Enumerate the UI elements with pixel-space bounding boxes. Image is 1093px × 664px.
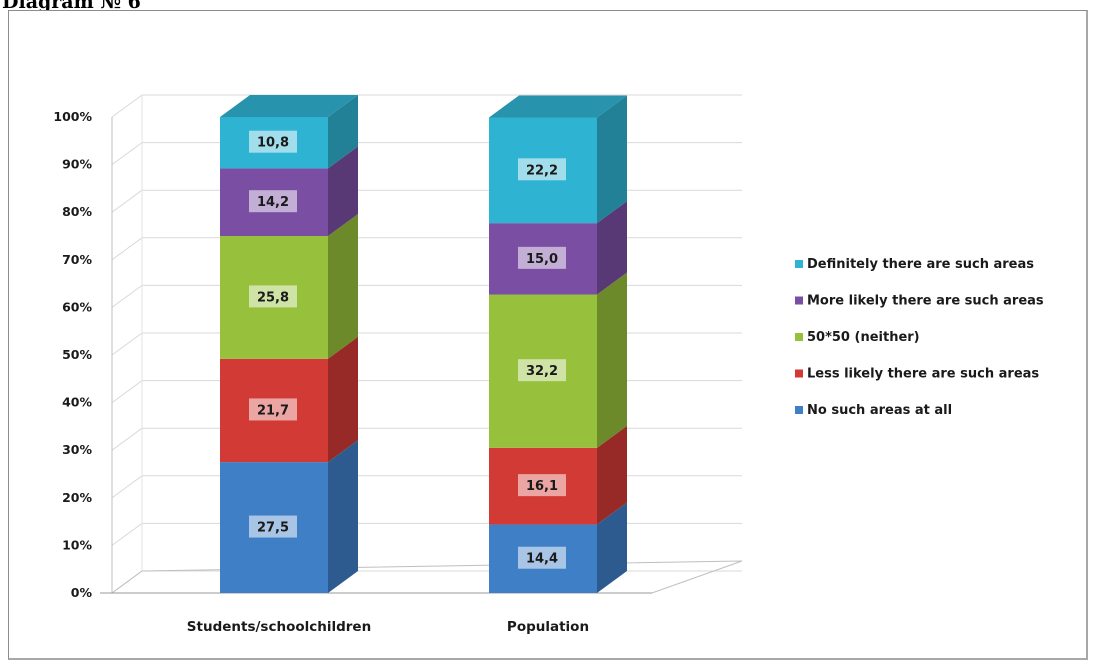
bar-side [597, 95, 627, 224]
data-label-box [249, 398, 297, 421]
diagram-caption: Diagram № 6 [2, 0, 141, 13]
legend-label: Less likely there are such areas [807, 367, 1039, 382]
side-wall-gridline [111, 380, 143, 404]
y-tick-label: 70% [62, 252, 92, 267]
x-category-label: Students/schoolchildren [187, 619, 371, 635]
data-label-box [249, 190, 297, 213]
legend-label: No such areas at all [807, 403, 952, 418]
bar-segment: 10,8 [220, 95, 358, 169]
data-label: 15,0 [526, 252, 558, 267]
bar-segment: 15,0 [489, 201, 627, 295]
bar-top [220, 95, 358, 117]
data-label: 32,2 [526, 364, 558, 379]
legend-swatch [795, 406, 803, 414]
y-tick-label: 0% [71, 585, 93, 600]
legend-label: Definitely there are such areas [807, 257, 1034, 272]
y-tick-label: 40% [62, 395, 92, 410]
side-wall-gridline [111, 189, 143, 213]
x-category-label: Population [507, 619, 589, 635]
bar-segment: 22,2 [489, 95, 627, 224]
data-label-box [249, 515, 297, 538]
y-tick-label: 90% [62, 157, 92, 172]
side-wall-gridline [111, 475, 143, 499]
side-wall-gridline [111, 332, 143, 356]
legend-label: More likely there are such areas [807, 294, 1044, 309]
bar-side [597, 425, 627, 525]
side-wall-gridline [111, 427, 143, 451]
y-tick-label: 100% [53, 109, 92, 124]
side-wall-gridline [111, 142, 143, 166]
data-label: 25,8 [257, 290, 289, 305]
data-label: 22,2 [526, 163, 558, 178]
y-tick-label: 30% [62, 442, 92, 457]
y-tick-label: 60% [62, 299, 92, 314]
legend-swatch [795, 296, 803, 305]
data-label: 27,5 [257, 521, 289, 536]
data-label-box [518, 246, 566, 269]
y-tick-label: 20% [62, 490, 92, 505]
bar-segment: 14,4 [489, 502, 627, 593]
y-tick-label: 50% [62, 347, 92, 362]
bar-segment: 27,5 [220, 440, 358, 593]
bar-side [597, 201, 627, 295]
data-label-box [249, 285, 297, 308]
y-tick-label: 10% [62, 537, 92, 552]
bar-segment: 14,2 [220, 146, 358, 236]
bar-side [328, 336, 358, 463]
data-label: 14,4 [526, 552, 558, 567]
side-wall-gridline [111, 94, 143, 118]
bar-side [328, 440, 358, 593]
side-wall-gridline [111, 284, 143, 308]
bar-segment: 16,1 [489, 425, 627, 525]
legend-swatch [795, 260, 803, 268]
data-label-box [518, 359, 566, 382]
y-tick-label: 80% [62, 204, 92, 219]
data-label-box [518, 474, 566, 497]
data-label: 10,8 [257, 136, 289, 151]
side-wall-gridline [111, 522, 143, 546]
bar-side [328, 214, 358, 359]
data-label: 16,1 [526, 479, 558, 494]
bar-segment: 25,8 [220, 214, 358, 359]
bar-side [597, 502, 627, 593]
data-label: 14,2 [257, 195, 289, 210]
bar-side [328, 146, 358, 236]
data-label-box [249, 130, 297, 153]
data-label: 21,7 [257, 403, 289, 418]
side-wall-gridline [111, 237, 143, 261]
data-label-box [518, 158, 566, 181]
bar-side [597, 272, 627, 448]
legend-label: 50*50 (neither) [807, 330, 920, 345]
legend-swatch [795, 369, 803, 378]
bar-segment: 21,7 [220, 336, 358, 463]
legend-swatch [795, 333, 803, 341]
bar-top [489, 95, 627, 118]
data-label-box [518, 546, 566, 569]
bar-side [328, 95, 358, 169]
bar-segment: 32,2 [489, 272, 627, 448]
